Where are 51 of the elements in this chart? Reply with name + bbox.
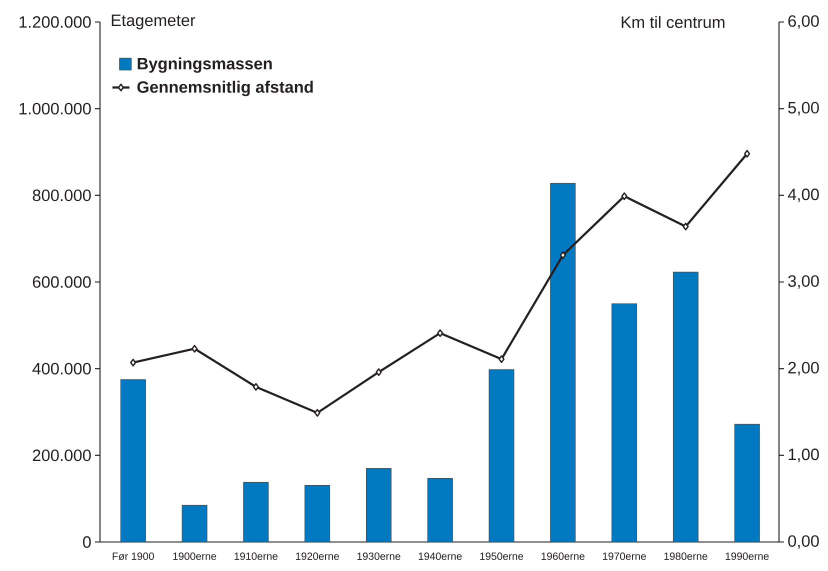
y-tick-label: 400.000 — [32, 362, 91, 374]
bar — [672, 272, 698, 542]
y-axis-title: Etagemeter — [112, 14, 196, 30]
x-tick-label: 1950erne — [480, 552, 524, 560]
x-tick-label: 1920erne — [296, 552, 339, 560]
legend-label: Bygningsmassen — [138, 57, 272, 73]
x-tick-label: 1930erne — [357, 552, 400, 560]
y2-tick-label: 6,00 — [788, 15, 819, 29]
point — [437, 329, 444, 338]
point — [744, 150, 750, 158]
point — [682, 222, 689, 230]
y2-tick-label: 0,00 — [788, 535, 819, 549]
x-tick-label: 1910erne — [234, 552, 278, 560]
y2-axis-title: Km til centrum — [622, 16, 724, 28]
point — [621, 192, 628, 200]
x-tick-label: 1980erne — [664, 552, 708, 560]
y2-tick-label: 4,00 — [788, 188, 819, 202]
bar — [550, 182, 576, 542]
x-tick-label: 1960erne — [542, 552, 585, 560]
legend-label: Gennemsnitlig afstand — [137, 80, 313, 96]
y2-tick-label: 3,00 — [788, 275, 819, 289]
point — [560, 251, 566, 260]
y-tick-label: 1.000.000 — [20, 102, 91, 114]
y-tick-label: 200.000 — [32, 450, 91, 462]
x-tick-label: Før 1900 — [112, 552, 154, 560]
x-tick-label: 1900erne — [173, 552, 216, 560]
point — [130, 358, 136, 366]
bar — [304, 484, 330, 542]
point — [498, 355, 505, 364]
y2-tick-label: 5,00 — [788, 102, 819, 116]
x-tick-label: 1940erne — [418, 552, 462, 560]
bar — [182, 504, 208, 542]
y-tick-label: 600.000 — [32, 276, 91, 288]
y2-tick-label: 2,00 — [788, 362, 819, 376]
bar — [366, 468, 392, 542]
point — [376, 368, 382, 376]
y-tick-label: 1.200.000 — [20, 16, 91, 28]
y2-tick-label: 1,00 — [788, 448, 819, 462]
bar — [612, 303, 638, 542]
y-tick-label: 0 — [82, 536, 91, 548]
point — [252, 382, 260, 391]
x-tick-label: 1990erne — [726, 552, 769, 560]
bar — [734, 424, 760, 542]
x-tick-label: 1970erne — [602, 552, 646, 560]
bar — [243, 482, 269, 542]
y-tick-label: 800.000 — [32, 190, 91, 202]
bar — [427, 478, 453, 542]
bar — [120, 379, 146, 542]
bar — [488, 369, 514, 542]
point — [191, 344, 198, 353]
point — [314, 408, 320, 417]
